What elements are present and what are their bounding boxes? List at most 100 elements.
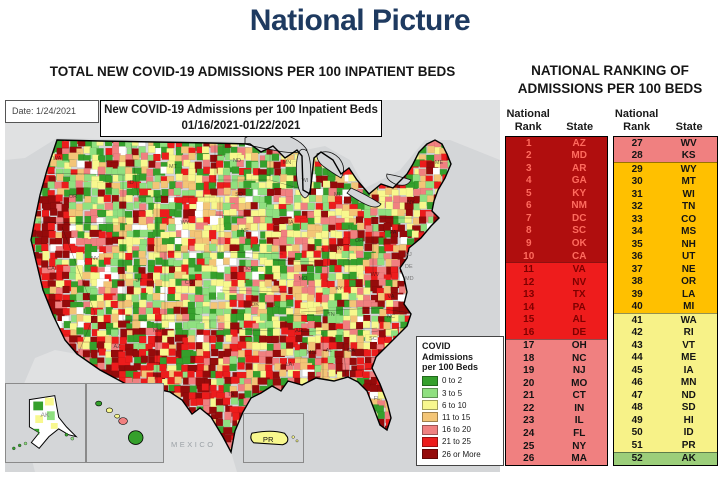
rank-value: 11 <box>523 264 534 276</box>
rank-value: 5 <box>525 187 532 199</box>
ranking-row: 35 NH <box>614 238 717 251</box>
alaska-label: AK <box>40 412 50 419</box>
coastal-state-labels: NJ DE MD <box>405 252 414 282</box>
rank-value: 19 <box>523 365 535 377</box>
ranking-row: 9 OK <box>506 237 607 250</box>
rank-value: 8 <box>525 225 532 237</box>
state-value: MS <box>681 226 697 238</box>
state-value: MT <box>681 176 696 188</box>
rank-value: 49 <box>631 414 643 426</box>
legend-item: 0 to 2 <box>422 375 498 387</box>
state-value: GA <box>571 175 587 187</box>
rank-value: 37 <box>631 263 643 275</box>
col-header-state: State <box>675 121 703 133</box>
ranking-row: 49 HI <box>614 414 717 427</box>
rank-value: 6 <box>525 200 532 212</box>
state-abbrev-label: KS <box>245 266 253 272</box>
state-abbrev-label: KY <box>335 286 343 292</box>
rank-value: 52 <box>631 453 643 465</box>
lake-ontario <box>386 173 412 186</box>
ranking-row: 29 WY <box>614 162 717 176</box>
rank-value: 39 <box>631 288 643 300</box>
state-value: NH <box>681 238 696 250</box>
state-abbrev-label: WA <box>53 156 62 162</box>
state-labels: WA OR CA NV ID MT WY UT CO AZ NM ND SD NE KS OK TX MN IA MO… <box>47 156 443 402</box>
ranking-row: 1 AZ <box>506 137 607 150</box>
ranking-row: 46 MN <box>614 376 717 389</box>
ranking-row: 36 UT <box>614 250 717 263</box>
hawaii-island <box>105 407 113 414</box>
rank-value: 16 <box>523 326 535 338</box>
state-abbrev-label: CA <box>47 266 55 272</box>
us-border-outline <box>30 139 452 455</box>
ranking-row: 43 VT <box>614 339 717 352</box>
aleutian-island <box>18 443 22 448</box>
rank-value: 9 <box>525 238 532 250</box>
state-abbrev-label: MI <box>334 192 341 198</box>
state-value: NE <box>681 263 696 275</box>
ranking-row: 30 MT <box>614 175 717 188</box>
state-value: WA <box>680 314 697 326</box>
ranking-row: 37 NE <box>614 263 717 276</box>
panhandle-island <box>70 436 75 441</box>
col-header-state: State <box>566 121 594 133</box>
ranking-row: 33 CO <box>614 213 717 226</box>
ranking-row: 3 AR <box>506 162 607 175</box>
state-value: MA <box>571 453 587 465</box>
alaska-inset: AK <box>5 383 86 463</box>
state-abbrev-label: NV <box>91 256 99 262</box>
state-abbrev-label: IN <box>336 246 342 252</box>
ranking-row: 21 CT <box>506 389 607 403</box>
vi-island <box>295 439 299 443</box>
state-value: PR <box>681 439 696 451</box>
table-header: National Rank State <box>613 108 718 134</box>
rank-value: 25 <box>523 440 535 452</box>
state-abbrev-label: TX <box>227 392 234 398</box>
rank-value: 18 <box>523 352 535 364</box>
ranking-row: 44 ME <box>614 351 717 364</box>
state-value: MD <box>571 150 587 162</box>
ranking-row: 19 NJ <box>506 364 607 378</box>
mexico-label: MEXICO <box>171 440 216 449</box>
rank-value: 13 <box>523 289 535 301</box>
hawaii-inset <box>86 383 164 463</box>
puerto-rico-inset: PR <box>243 413 304 463</box>
legend-item: 11 to 15 <box>422 411 498 423</box>
legend-label: 3 to 5 <box>442 388 463 398</box>
ranking-row: 18 NC <box>506 352 607 365</box>
state-abbrev-label: SC <box>369 336 377 342</box>
rank-value: 48 <box>631 402 643 414</box>
ranking-row: 41 WA <box>614 313 717 327</box>
state-abbrev-label: NC <box>387 314 395 320</box>
state-abbrev-label: LA <box>286 362 293 368</box>
table-body: 1 AZ 2 MD 3 AR 4 GA 5 KY 6 NM 7 DC 8 SC 9 OK 10 CA 11 VA 12 NV 1… <box>505 136 608 466</box>
panhandle-island <box>64 432 69 437</box>
legend-item: 26 or More <box>422 448 498 460</box>
state-abbrev-label: VA <box>388 294 395 300</box>
ranking-row: 48 SD <box>614 401 717 414</box>
state-value: DC <box>571 212 587 224</box>
rank-value: 14 <box>523 301 535 313</box>
rank-value: 17 <box>523 340 535 352</box>
rank-value: 21 <box>523 390 535 402</box>
state-abbrev-label: MN <box>283 160 292 166</box>
rank-value: 43 <box>631 339 643 351</box>
lake-erie <box>346 187 382 208</box>
state-borders <box>37 143 413 405</box>
ranking-row: 27 WV <box>614 137 717 150</box>
table-body: 27 WV 28 KS 29 WY 30 MT 31 WI 32 TN 33 CO 34 MS 35 NH 36 UT… <box>613 136 718 466</box>
state-abbrev-label: OK <box>251 302 259 308</box>
ranking-row: 45 IA <box>614 364 717 377</box>
rank-value: 4 <box>525 175 532 187</box>
ranking-row: 26 MA <box>506 452 607 465</box>
rank-value: 51 <box>631 439 643 451</box>
state-abbrev-label: WY <box>181 220 190 226</box>
rank-value: 22 <box>523 402 535 414</box>
map-legend: COVID Admissions per 100 Beds 0 to 2 3 to… <box>416 336 504 466</box>
state-abbrev-label: ND <box>233 158 241 164</box>
rank-value: 20 <box>523 377 535 389</box>
legend-label: 6 to 10 <box>442 400 467 410</box>
rank-value: 42 <box>631 327 643 339</box>
hawaii-island <box>118 417 128 425</box>
